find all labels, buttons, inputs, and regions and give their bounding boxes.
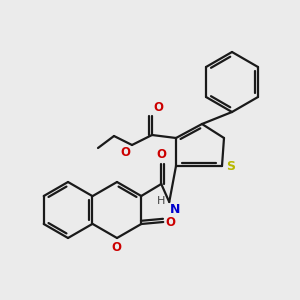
Text: O: O — [120, 146, 130, 159]
Text: S: S — [226, 160, 235, 173]
Text: H: H — [157, 196, 165, 206]
Text: O: O — [153, 101, 163, 114]
Text: O: O — [156, 148, 166, 161]
Text: N: N — [170, 203, 181, 216]
Text: O: O — [111, 241, 121, 254]
Text: O: O — [165, 217, 175, 230]
